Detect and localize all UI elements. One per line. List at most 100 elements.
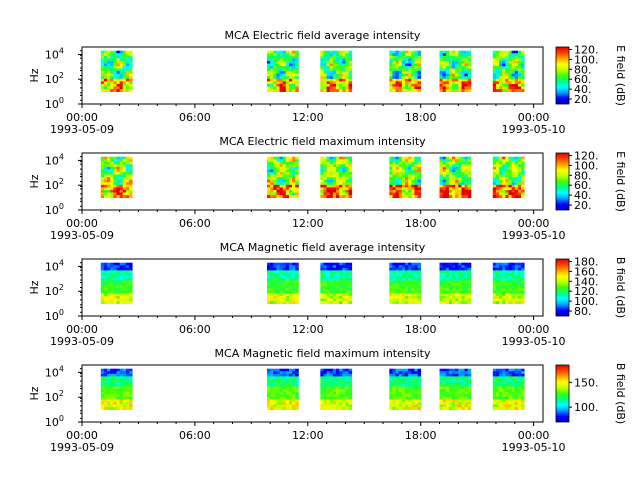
data-block <box>389 262 422 305</box>
colorbar: 20.40.60.80.100.120. E field (dB) <box>555 43 627 106</box>
colorbar-tick-label: 120. <box>574 43 599 56</box>
colorbar-label: E field (dB) <box>614 151 627 212</box>
data-block <box>492 368 525 411</box>
colorbar-label: E field (dB) <box>614 45 627 106</box>
data-block <box>320 156 353 199</box>
colorbar-tick-label: 40. <box>574 189 592 202</box>
colorbar-tick-label: 100. <box>574 401 599 414</box>
colorbar-tick-label: 140. <box>574 275 599 288</box>
colorbar-tick-label: 100. <box>574 159 599 172</box>
y-tick-label: 102 <box>45 177 64 192</box>
data-block <box>439 368 472 411</box>
y-tick-label: 104 <box>45 46 64 61</box>
colorbar-tick-label: 80. <box>574 305 592 318</box>
panel-title: MCA Electric field maximum intensity <box>219 135 426 148</box>
x-tick-label: 06:00 <box>179 217 211 230</box>
colorbar-tick-label: 20. <box>574 199 592 212</box>
data-block <box>100 262 133 305</box>
panel-2: MCA Electric field maximum intensity Hz 10… <box>28 135 627 242</box>
x-tick-label: 12:00 <box>292 429 324 442</box>
colorbar-tick-label: 160. <box>574 265 599 278</box>
y-axis-label: Hz <box>28 280 41 294</box>
x-tick-label: 06:00 <box>179 323 211 336</box>
data-block <box>320 262 353 305</box>
x-tick-label: 18:00 <box>405 217 437 230</box>
colorbar-tick-label: 120. <box>574 149 599 162</box>
x-date-label-end: 1993-05-10 <box>502 335 566 348</box>
colorbar-tick-label: 100. <box>574 295 599 308</box>
colorbar: 80.100.120.140.160.180. B field (dB) <box>555 255 627 318</box>
data-block <box>492 156 525 199</box>
y-tick-label: 100 <box>45 96 64 111</box>
y-tick-label: 102 <box>45 389 64 404</box>
colorbar-tick-label: 120. <box>574 285 599 298</box>
colorbar-label: B field (dB) <box>614 363 627 424</box>
x-tick-label: 18:00 <box>405 323 437 336</box>
x-tick-label: 18:00 <box>405 429 437 442</box>
x-tick-label: 12:00 <box>292 217 324 230</box>
spectrogram-blocks <box>100 156 525 199</box>
x-tick-label: 12:00 <box>292 111 324 124</box>
axes-frame <box>81 152 544 211</box>
colorbar-tick-label: 60. <box>574 179 592 192</box>
data-block <box>492 50 525 93</box>
colorbar-label: B field (dB) <box>614 257 627 318</box>
colorbar-tick-label: 80. <box>574 169 592 182</box>
data-block <box>492 262 525 305</box>
axes-frame <box>81 364 544 423</box>
x-date-label-start: 1993-05-09 <box>50 123 114 136</box>
x-date-label-end: 1993-05-10 <box>502 123 566 136</box>
y-axis-label: Hz <box>28 174 41 188</box>
colorbar: 20.40.60.80.100.120. E field (dB) <box>555 149 627 212</box>
data-block <box>100 368 133 411</box>
y-tick-label: 102 <box>45 71 64 86</box>
spectrogram-blocks <box>100 368 525 411</box>
x-tick-label: 00:00 <box>518 217 550 230</box>
x-tick-label: 18:00 <box>405 111 437 124</box>
x-date-label-start: 1993-05-09 <box>50 229 114 242</box>
x-tick-label: 00:00 <box>518 429 550 442</box>
colorbar-tick-label: 20. <box>574 93 592 106</box>
y-axis-label: Hz <box>28 68 41 82</box>
colorbar-tick-label: 150. <box>574 376 599 389</box>
y-axis-label: Hz <box>28 386 41 400</box>
data-block <box>389 156 422 199</box>
colorbar-tick-label: 40. <box>574 83 592 96</box>
x-tick-label: 00:00 <box>66 323 98 336</box>
data-block <box>320 50 353 93</box>
x-date-label-end: 1993-05-10 <box>502 441 566 454</box>
x-date-label-start: 1993-05-09 <box>50 335 114 348</box>
panel-1: MCA Electric field average intensity Hz 10… <box>28 29 627 136</box>
x-date-label-start: 1993-05-09 <box>50 441 114 454</box>
x-date-label-end: 1993-05-10 <box>502 229 566 242</box>
axes-frame <box>81 46 544 105</box>
data-block <box>100 50 133 93</box>
x-tick-label: 00:00 <box>518 111 550 124</box>
axes-frame <box>81 258 544 317</box>
y-tick-label: 104 <box>45 152 64 167</box>
y-tick-label: 100 <box>45 202 64 217</box>
data-block <box>320 368 353 411</box>
panel-4: MCA Magnetic field maximum intensity Hz 10… <box>28 347 627 454</box>
colorbar-tick-label: 180. <box>574 255 599 268</box>
data-block <box>389 368 422 411</box>
data-block <box>267 156 299 199</box>
x-tick-label: 06:00 <box>179 111 211 124</box>
spectrogram-blocks <box>100 262 525 305</box>
x-tick-label: 12:00 <box>292 323 324 336</box>
y-tick-label: 100 <box>45 308 64 323</box>
panel-title: MCA Magnetic field maximum intensity <box>215 347 431 360</box>
panel-3: MCA Magnetic field average intensity Hz 10… <box>28 241 627 348</box>
data-block <box>389 50 422 93</box>
data-block <box>439 156 472 199</box>
y-tick-label: 100 <box>45 414 64 429</box>
colorbar: 100. 150. B field (dB) <box>555 363 627 424</box>
colorbar-tick-label: 80. <box>574 63 592 76</box>
spectrogram-blocks <box>100 50 525 93</box>
data-block <box>267 368 299 411</box>
panel-title: MCA Magnetic field average intensity <box>220 241 426 254</box>
data-block <box>439 50 472 93</box>
data-block <box>267 262 299 305</box>
colorbar-tick-label: 100. <box>574 53 599 66</box>
